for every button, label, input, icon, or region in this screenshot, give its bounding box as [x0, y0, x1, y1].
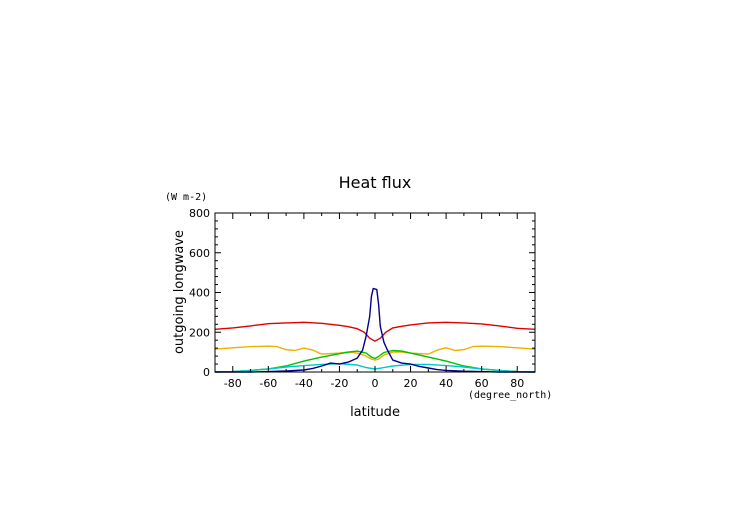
series-layer	[214, 287, 536, 373]
chart-title: Heat flux	[339, 173, 412, 192]
series-line-2	[214, 345, 536, 361]
y-tick-label: 400	[189, 287, 210, 300]
series-line-1	[214, 321, 536, 342]
y-tick-label: 200	[189, 326, 210, 339]
y-tick-label: 0	[203, 366, 210, 379]
x-axis-label: latitude	[350, 405, 400, 420]
x-tick-label: 20	[404, 377, 418, 390]
x-tick-label: 80	[510, 377, 524, 390]
series-line-5	[215, 287, 535, 373]
x-tick-label: 60	[475, 377, 489, 390]
x-tick-label: -40	[295, 377, 313, 390]
plot-frame	[214, 212, 536, 373]
x-tick-label: -60	[259, 377, 277, 390]
x-tick-label: -20	[330, 377, 348, 390]
y-axis-label: outgoing longwave	[172, 230, 187, 354]
x-tick-label: 40	[439, 377, 453, 390]
axes-layer	[214, 212, 536, 373]
y-tick-label: 600	[189, 247, 210, 260]
x-tick-label: 0	[372, 377, 379, 390]
y-axis-unit: (W m-2)	[165, 192, 207, 203]
x-tick-label: -80	[224, 377, 242, 390]
y-tick-label: 800	[189, 207, 210, 220]
series-line-3	[214, 349, 536, 373]
x-axis-unit: (degree_north)	[468, 390, 552, 401]
